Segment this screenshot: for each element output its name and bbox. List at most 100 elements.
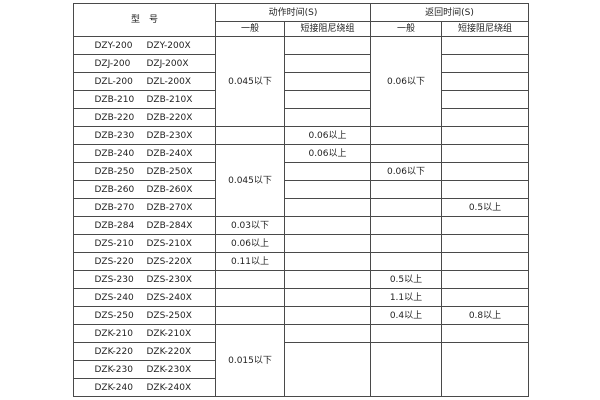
subheader-return-general: 一般 [370, 21, 442, 37]
cell-action-general [215, 288, 285, 307]
model-x-variant: DZJ-200X [146, 58, 189, 69]
cell-return-damping [441, 90, 529, 109]
model-x-variant: DZB-284X [146, 220, 193, 231]
relay-timing-table: 型 号 动作时间(S) 返回时间(S) 一般 短接阻尼绕组 一般 短接阻尼绕组 … [73, 3, 529, 397]
cell-action-damping [284, 198, 371, 217]
cell-action-damping: 0.06以上 [284, 126, 371, 145]
cell-return-damping: 0.8以上 [441, 306, 529, 325]
model-x-variant: DZB-230X [146, 130, 193, 141]
cell-action-general [215, 270, 285, 289]
cell-return-damping [441, 270, 529, 289]
model-cell: DZY-200 DZY-200X [73, 36, 216, 55]
cell-return-damping: 0.5以上 [441, 198, 529, 217]
cell-return-general [370, 180, 442, 199]
cell-return-damping [441, 72, 529, 91]
table-row: DZS-230 DZS-230X 0.5以上 [73, 270, 529, 289]
header-return-time: 返回时间(S) [370, 3, 529, 22]
model-standard: DZB-284 [94, 220, 135, 231]
model-cell: DZS-250 DZS-250X [73, 306, 216, 325]
cell-return-general [370, 144, 442, 163]
model-x-variant: DZK-240X [146, 382, 192, 393]
model-standard: DZY-200 [94, 40, 133, 51]
model-standard: DZB-240 [94, 148, 135, 159]
header-row: 型 号 动作时间(S) 返回时间(S) [73, 3, 529, 37]
model-x-variant: DZS-220X [146, 256, 192, 267]
model-cell: DZB-230 DZB-230X [73, 126, 216, 145]
table-row: DZS-250 DZS-250X 0.4以上 0.8以上 [73, 306, 529, 325]
cell-action-general [215, 126, 285, 145]
cell-return-damping [441, 216, 529, 235]
model-standard: DZB-220 [94, 112, 135, 123]
cell-return-damping [441, 144, 529, 163]
model-standard: DZS-210 [94, 238, 134, 249]
model-cell: DZB-210 DZB-210X [73, 90, 216, 109]
cell-return-damping [441, 54, 529, 73]
cell-return-damping [441, 324, 529, 343]
model-standard: DZS-250 [94, 310, 134, 321]
model-cell: DZS-210 DZS-210X [73, 234, 216, 253]
model-x-variant: DZS-240X [146, 292, 192, 303]
model-standard: DZK-230 [94, 364, 133, 375]
header-model: 型 号 [73, 3, 216, 37]
model-standard: DZK-210 [94, 328, 133, 339]
model-x-variant: DZB-270X [146, 202, 193, 213]
cell-action-damping [284, 108, 371, 127]
model-standard: DZS-220 [94, 256, 134, 267]
table-row: DZJ-200 DZJ-200X [73, 54, 529, 73]
model-cell: DZS-220 DZS-220X [73, 252, 216, 271]
cell-action-damping [284, 252, 371, 271]
cell-return-damping [441, 162, 529, 181]
cell-action-damping [284, 306, 371, 325]
model-standard: DZK-220 [94, 346, 133, 357]
model-cell: DZB-250 DZB-250X [73, 162, 216, 181]
model-cell: DZB-270 DZB-270X [73, 198, 216, 217]
cell-action-damping [284, 54, 371, 73]
cell-action-damping [284, 288, 371, 307]
model-cell: DZJ-200 DZJ-200X [73, 54, 216, 73]
cell-return-general: 0.06以下 [370, 36, 442, 127]
model-cell: DZK-230 DZK-230X [73, 360, 216, 379]
table-row: DZS-210 DZS-210X 0.06以上 [73, 234, 529, 253]
model-x-variant: DZL-200X [146, 76, 192, 87]
model-cell: DZB-284 DZB-284X [73, 216, 216, 235]
model-cell: DZL-200 DZL-200X [73, 72, 216, 91]
cell-return-general [370, 342, 442, 397]
cell-return-damping [441, 36, 529, 55]
cell-action-general: 0.06以上 [215, 234, 285, 253]
cell-return-general [370, 324, 442, 343]
cell-return-general [370, 216, 442, 235]
cell-return-general: 1.1以上 [370, 288, 442, 307]
cell-action-general: 0.015以下 [215, 324, 285, 397]
cell-return-damping [441, 108, 529, 127]
model-standard: DZJ-200 [94, 58, 131, 69]
cell-action-general: 0.045以下 [215, 36, 285, 127]
model-x-variant: DZB-260X [146, 184, 193, 195]
cell-return-damping [441, 342, 529, 397]
subheader-row: 一般 短接阻尼绕组 一般 短接阻尼绕组 [74, 21, 529, 37]
cell-return-general: 0.06以下 [370, 162, 442, 181]
subheader-return-damping: 短接阻尼绕组 [441, 21, 529, 37]
model-standard: DZS-240 [94, 292, 134, 303]
model-x-variant: DZB-240X [146, 148, 193, 159]
model-x-variant: DZK-230X [146, 364, 192, 375]
model-x-variant: DZB-220X [146, 112, 193, 123]
cell-action-damping [284, 72, 371, 91]
model-x-variant: DZB-210X [146, 94, 193, 105]
model-x-variant: DZB-250X [146, 166, 193, 177]
model-x-variant: DZS-230X [146, 274, 192, 285]
table-row: DZL-200 DZL-200X [73, 72, 529, 91]
table-row: DZB-220 DZB-220X [73, 108, 529, 127]
model-standard: DZL-200 [94, 76, 133, 87]
model-standard: DZB-230 [94, 130, 135, 141]
cell-action-general: 0.11以上 [215, 252, 285, 271]
table-row: DZB-210 DZB-210X [73, 90, 529, 109]
cell-action-damping [284, 162, 371, 181]
table-row: DZB-284 DZB-284X 0.03以下 [73, 216, 529, 235]
model-x-variant: DZS-250X [146, 310, 192, 321]
model-cell: DZB-260 DZB-260X [73, 180, 216, 199]
cell-action-general [215, 306, 285, 325]
table-row: DZK-240 DZK-240X [73, 378, 529, 397]
cell-action-general: 0.03以下 [215, 216, 285, 235]
cell-action-damping [284, 180, 371, 199]
cell-action-damping [284, 342, 371, 397]
